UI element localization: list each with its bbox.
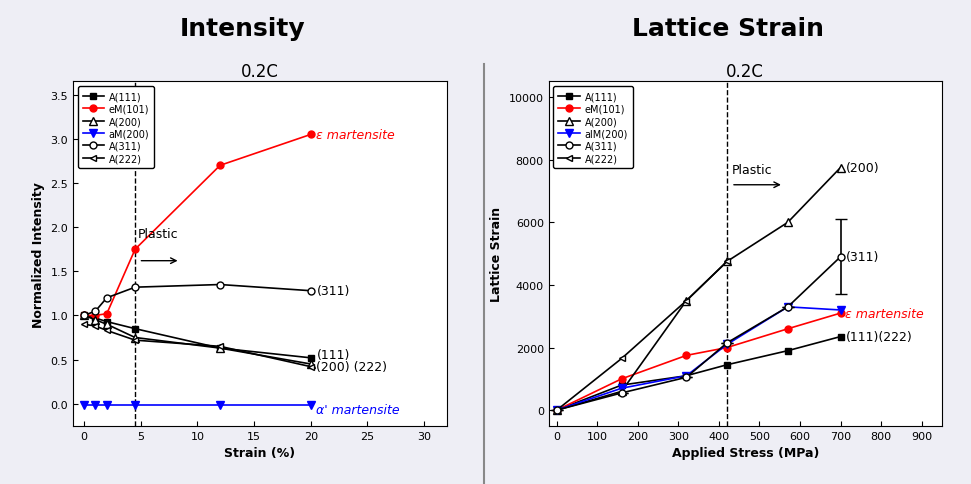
Text: ε martensite: ε martensite [846, 307, 924, 320]
Text: α' martensite: α' martensite [317, 403, 400, 416]
Text: (311): (311) [846, 251, 879, 264]
Title: 0.2C: 0.2C [726, 63, 764, 81]
Text: (200): (200) [846, 162, 879, 175]
X-axis label: Applied Stress (MPa): Applied Stress (MPa) [672, 446, 819, 459]
Text: Plastic: Plastic [732, 163, 773, 176]
Text: (111)(222): (111)(222) [846, 331, 912, 343]
Legend: A(111), eM(101), A(200), alM(200), A(311), A(222): A(111), eM(101), A(200), alM(200), A(311… [553, 87, 633, 169]
Text: Lattice Strain: Lattice Strain [632, 17, 824, 41]
Text: (111): (111) [317, 348, 350, 361]
Text: ε martensite: ε martensite [317, 129, 395, 142]
X-axis label: Strain (%): Strain (%) [224, 446, 295, 459]
Text: (311): (311) [317, 285, 350, 298]
Text: Intensity: Intensity [180, 17, 306, 41]
Title: 0.2C: 0.2C [241, 63, 279, 81]
Text: (200) (222): (200) (222) [317, 361, 387, 373]
Y-axis label: Lattice Strain: Lattice Strain [490, 207, 503, 302]
Y-axis label: Normalized Intensity: Normalized Intensity [32, 182, 45, 327]
Legend: A(111), eM(101), A(200), aM(200), A(311), A(222): A(111), eM(101), A(200), aM(200), A(311)… [78, 87, 154, 169]
Text: Plastic: Plastic [138, 227, 178, 241]
